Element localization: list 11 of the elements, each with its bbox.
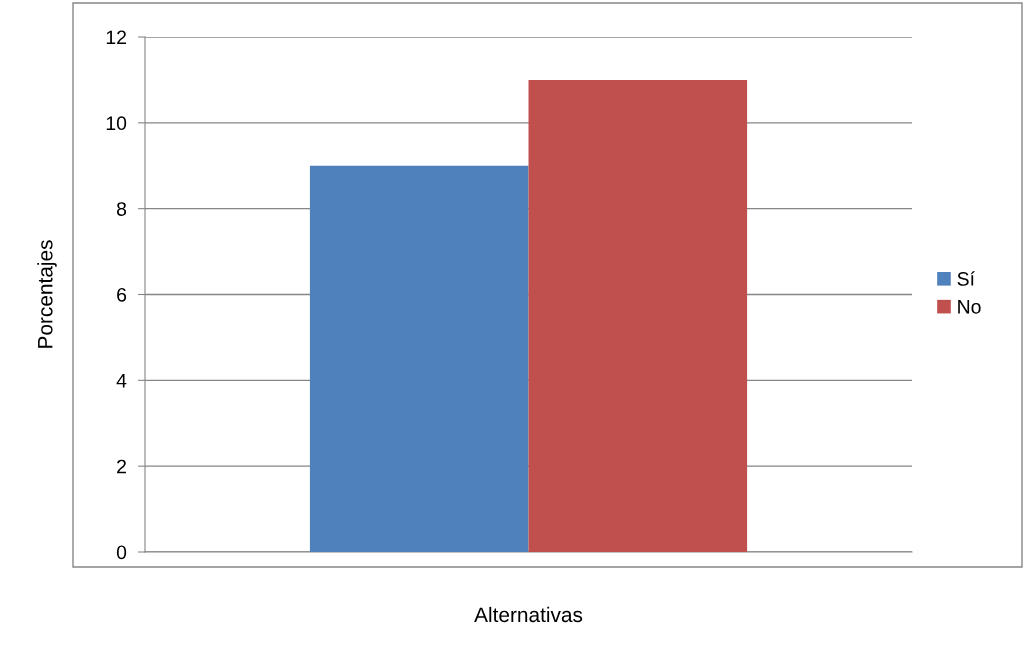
y-tick-label: 8 xyxy=(116,202,127,216)
y-tick-label: 10 xyxy=(106,116,127,131)
x-axis-title: Alternativas xyxy=(474,606,583,623)
legend-label: No xyxy=(958,300,981,314)
y-axis-title: Porcentajes xyxy=(37,240,57,348)
legend-label: Sí xyxy=(957,271,975,286)
y-tick-label: 2 xyxy=(117,459,126,474)
y-tick-label: 0 xyxy=(116,545,127,560)
y-tick-label: 4 xyxy=(116,374,127,388)
y-tick-label: 12 xyxy=(106,30,126,45)
y-tick-label: 6 xyxy=(117,287,127,302)
